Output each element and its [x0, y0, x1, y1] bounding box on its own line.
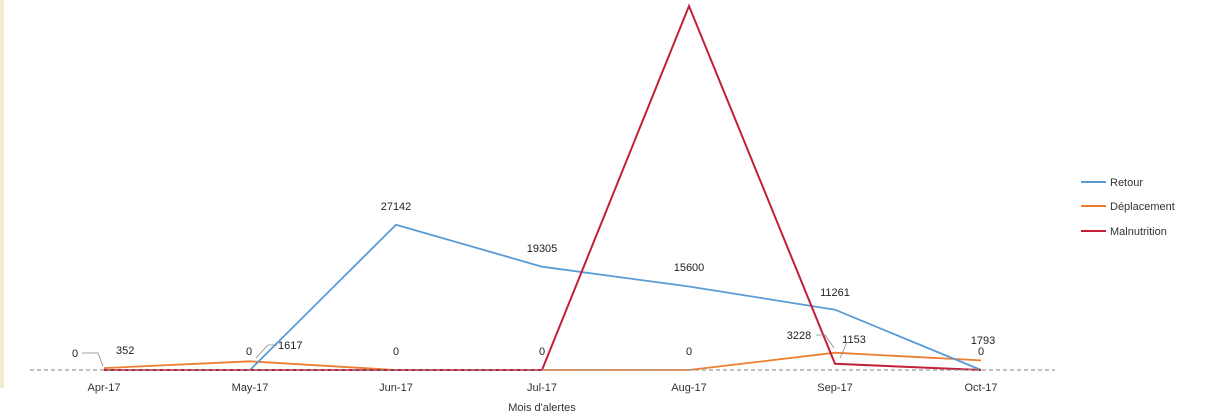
data-label-retour: 27142: [381, 201, 412, 213]
legend-label: Retour: [1110, 177, 1143, 189]
data-label-retour: 19305: [527, 243, 558, 255]
legend: Retour Déplacement Malnutrition: [1081, 177, 1175, 238]
data-label-leader: [816, 334, 835, 349]
data-label-deplacement: 0: [539, 346, 545, 358]
left-border-strip: [0, 0, 4, 388]
data-label-retour: 0: [246, 346, 252, 358]
x-tick-labels-layer: Apr-17 May-17 Jun-17 Jul-17 Aug-17 Sep-17 Oct-…: [87, 382, 997, 394]
legend-label: Malnutrition: [1110, 226, 1167, 238]
data-label-deplacement: 0: [978, 346, 984, 358]
x-tick-label: Apr-17: [87, 382, 120, 394]
data-label-leader: [255, 344, 277, 359]
legend-label: Déplacement: [1110, 201, 1175, 213]
x-tick-label: Jun-17: [379, 382, 413, 394]
x-tick-label: Aug-17: [671, 382, 706, 394]
data-label-leader: [839, 341, 848, 359]
series-layer: [103, 3, 982, 371]
data-label-deplacement: 0: [393, 346, 399, 358]
data-label-retour: 11261: [820, 287, 850, 299]
data-label-deplacement: 3228: [787, 330, 811, 342]
data-label-leader: [82, 352, 104, 367]
data-label-retour: 15600: [674, 262, 705, 274]
data-label-deplacement: 1617: [278, 340, 302, 352]
data-label-deplacement: 352: [116, 345, 134, 357]
x-tick-label: Jul-17: [527, 382, 557, 394]
legend-item-malnutrition: Malnutrition: [1081, 226, 1167, 238]
data-labels-layer: 0 0 27142 19305 15600 11261 1793 352 1617 0 0 0 3228…: [72, 201, 995, 367]
data-label-retour: 1793: [971, 335, 995, 347]
legend-item-retour: Retour: [1081, 177, 1143, 189]
data-label-deplacement: 0: [686, 346, 692, 358]
x-tick-label: Oct-17: [964, 382, 997, 394]
data-label-retour: 0: [72, 348, 78, 360]
data-label-malnutrition: 1153: [842, 334, 866, 346]
x-tick-label: May-17: [232, 382, 269, 394]
legend-item-deplacement: Déplacement: [1081, 201, 1175, 213]
x-axis-title: Mois d'alertes: [508, 402, 576, 414]
x-tick-label: Sep-17: [817, 382, 852, 394]
